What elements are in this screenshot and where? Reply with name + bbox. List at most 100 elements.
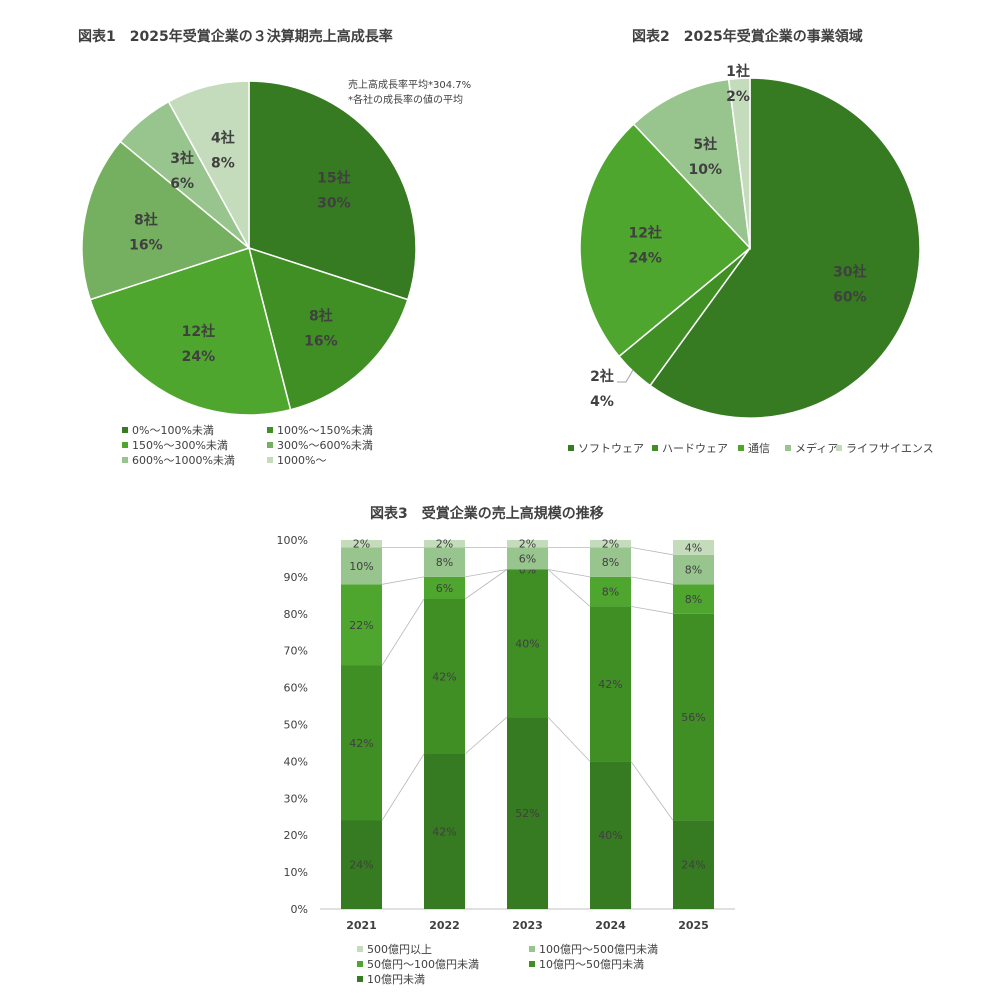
chart3-connector-3-1 (630, 606, 674, 615)
chart3-bar-2022-4 (424, 540, 465, 548)
chart3-bar-2023-0 (507, 717, 548, 909)
chart3-bar-2021-3 (341, 547, 382, 585)
chart1-label-pct-1: 16% (304, 334, 338, 350)
chart1-legend-label-2: 150%～300%未満 (132, 439, 228, 452)
chart3-value-2022-0: 42% (432, 826, 456, 839)
chart3-value-2024-2: 8% (602, 586, 619, 599)
chart3-bar-2025-1 (673, 613, 714, 821)
chart2-label-pct-0: 60% (833, 289, 867, 305)
chart3-value-2021-3: 10% (349, 560, 373, 573)
chart2-slice-4 (727, 77, 751, 249)
chart3-legend-label-4: 10億円未満 (367, 973, 425, 986)
chart3-xtick-2: 2023 (512, 919, 543, 932)
chart3-value-2024-0: 40% (598, 829, 622, 842)
chart2-leader-line (617, 369, 634, 383)
chart3-bar-2024-1 (590, 606, 631, 762)
chart3-xtick-3: 2024 (595, 919, 626, 932)
chart2-slice-3 (632, 78, 752, 251)
chart3-value-2022-4: 2% (436, 538, 453, 551)
chart2-slice-0 (649, 77, 921, 419)
chart3-bar-2021-2 (341, 584, 382, 666)
chart3-value-2024-4: 2% (602, 538, 619, 551)
chart3-bar-2023-4 (507, 540, 548, 548)
chart3-connector-1-0 (464, 716, 508, 755)
chart1-legend: 0%～100%未満 100%～150%未満 150%～300%未満 300%～600%… (122, 424, 373, 467)
chart3-connector-2-0 (547, 716, 591, 762)
chart3-ytick-10: 100% (277, 534, 308, 547)
chart3-bar-2025-3 (673, 554, 714, 585)
chart2-legend-swatch-1 (652, 445, 658, 451)
chart3-bar-2022-1 (424, 599, 465, 754)
chart3-ytick-6: 60% (284, 682, 308, 695)
chart1-note-average: 売上高成長率平均*304.7% (348, 78, 471, 91)
chart2-legend-label-4: ライフサイエンス (846, 442, 934, 455)
chart1-legend-label-5: 1000%～ (277, 454, 326, 467)
chart3-connector-3-0 (630, 761, 674, 821)
chart1-legend-label-3: 300%～600%未満 (277, 439, 373, 452)
chart3-value-2025-3: 8% (685, 564, 702, 577)
chart2-legend-label-1: ハードウェア (662, 442, 728, 455)
chart1-pie: 15社 30% 8社 16% 12社 24% 8社 16% 3社 6% 4社 8% (81, 80, 417, 416)
chart3-value-2022-2: 6% (436, 582, 453, 595)
chart3-legend-label-0: 500億円以上 (367, 943, 432, 956)
chart3-title: 図表3 受賞企業の売上高規模の推移 (370, 505, 604, 522)
chart3-value-2023-1: 40% (515, 637, 539, 650)
chart1-label-pct-3: 16% (129, 237, 163, 253)
chart3-connector-1-1 (464, 569, 508, 600)
chart1-note-footnote: *各社の成長率の値の平均 (348, 93, 463, 106)
chart2-label-count-4: 1社 (726, 63, 750, 80)
chart2-legend: ソフトウェア ハードウェア 通信 メディア ライフサイエンス (568, 441, 934, 455)
chart3-bar-2022-0 (424, 754, 465, 909)
chart3-ytick-9: 90% (284, 571, 308, 584)
chart3-bar-2021-0 (341, 820, 382, 909)
chart3-legend-label-1: 100億円～500億円未満 (539, 943, 658, 956)
chart2-label-pct-3: 10% (689, 162, 723, 178)
chart1-legend-swatch-0 (122, 427, 128, 433)
chart1-legend-label-1: 100%～150%未満 (277, 424, 373, 437)
chart1-label-pct-4: 6% (170, 176, 194, 192)
chart3-legend-swatch-3 (529, 961, 535, 967)
chart3-ytick-5: 50% (284, 719, 308, 732)
chart3-ytick-3: 30% (284, 792, 308, 805)
chart1-label-pct-0: 30% (317, 195, 351, 211)
chart3-bar-2025-4 (673, 540, 714, 555)
chart2-label-count-3: 5社 (693, 136, 717, 153)
chart3-legend-label-2: 50億円～100億円未満 (367, 958, 479, 971)
chart2-legend-swatch-0 (568, 445, 574, 451)
chart2-legend-label-3: メディア (795, 441, 838, 455)
chart3-bar-2025-2 (673, 584, 714, 614)
chart3-ytick-7: 70% (284, 645, 308, 658)
chart3-value-2022-3: 8% (436, 556, 453, 569)
chart3-bar-2023-3 (507, 547, 548, 570)
chart3-connector-0-1 (381, 598, 425, 666)
chart3-bar-2022-3 (424, 547, 465, 577)
chart3-value-2022-1: 42% (432, 671, 456, 684)
chart1-label-count-5: 4社 (211, 129, 235, 146)
chart3-connector-0-2 (381, 576, 425, 585)
chart3-bar-2024-4 (590, 540, 631, 548)
chart3-bar-2021-1 (341, 665, 382, 821)
chart1-legend-swatch-2 (122, 442, 128, 448)
chart3-value-2024-3: 8% (602, 556, 619, 569)
chart3-legend: 500億円以上 100億円～500億円未満 50億円～100億円未満 10億円～50億… (357, 943, 658, 986)
chart1-slice-2 (89, 247, 292, 416)
chart2-label-count-2: 12社 (628, 224, 661, 241)
chart3-value-2025-4: 4% (685, 541, 702, 554)
chart3-connector-3-3 (630, 547, 674, 556)
chart2-legend-label-2: 通信 (748, 442, 770, 455)
chart3-connector-1-2 (464, 569, 508, 578)
chart3-legend-swatch-1 (529, 946, 535, 952)
chart2-label-pct-2: 24% (628, 250, 662, 266)
chart1-slice-1 (247, 246, 409, 411)
chart1-slice-5 (167, 80, 250, 249)
chart3-ytick-1: 10% (284, 866, 308, 879)
chart2-slice-2 (579, 123, 752, 358)
chart3-value-2021-2: 22% (349, 619, 373, 632)
chart1-legend-swatch-3 (267, 442, 273, 448)
chart3-legend-swatch-0 (357, 946, 363, 952)
chart3-connector-0-0 (381, 753, 425, 821)
chart3-value-2025-2: 8% (685, 593, 702, 606)
chart3-value-2023-4: 2% (519, 538, 536, 551)
chart3-bar-2025-0 (673, 820, 714, 909)
